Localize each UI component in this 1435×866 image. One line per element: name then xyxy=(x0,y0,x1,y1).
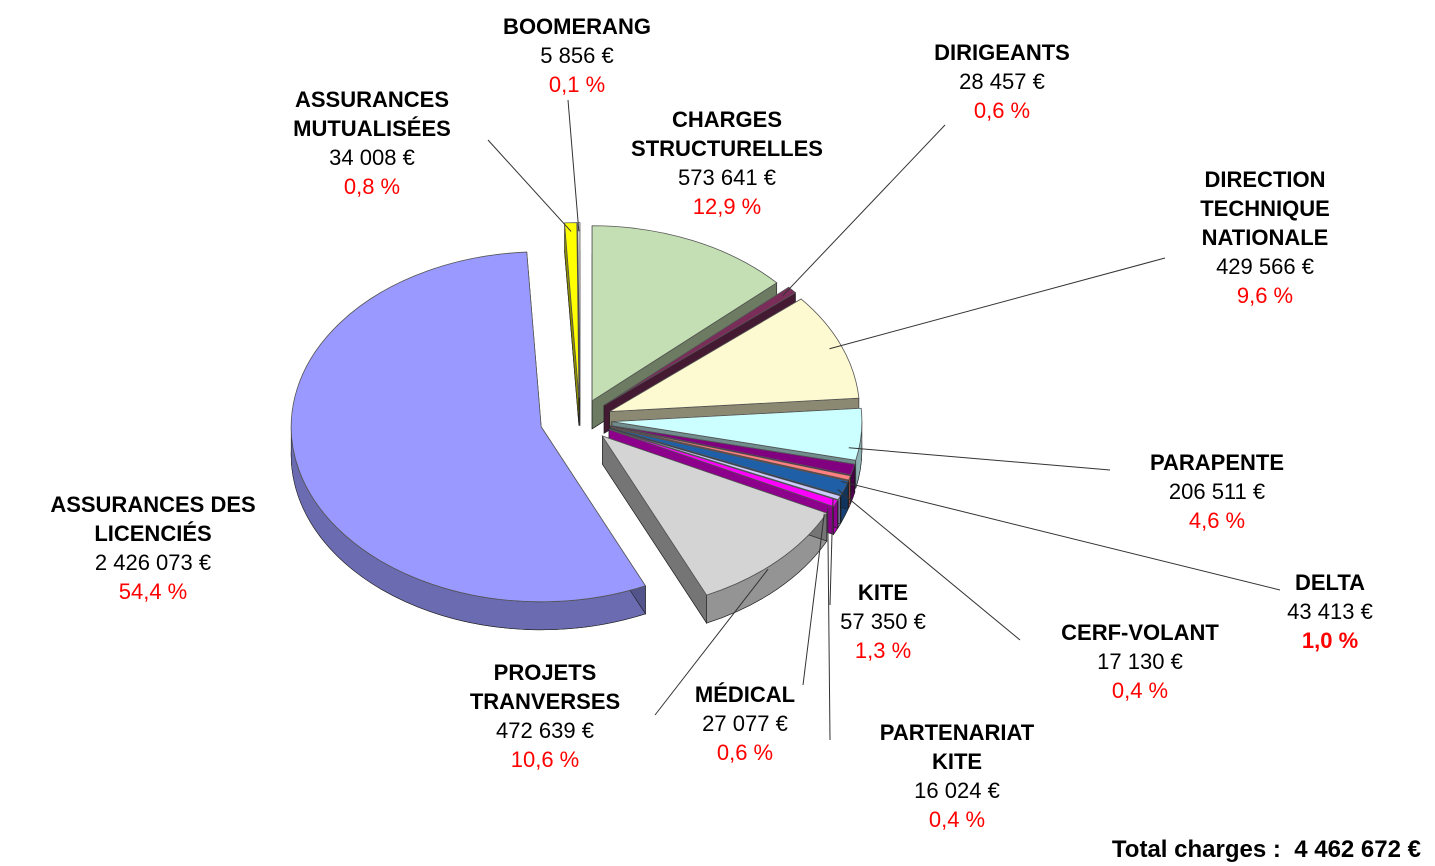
slice xyxy=(609,427,849,496)
value-label: 573 641 € xyxy=(678,165,776,190)
percentage-label: 1,0 % xyxy=(1301,628,1359,653)
slice-label: PROJETS TRANVERSES 472 639 € 10,6 % xyxy=(470,658,620,774)
category-label: BOOMERANG xyxy=(503,14,651,39)
slice-label: DELTA 43 413 € 1,0 % xyxy=(1287,568,1373,655)
total-label: Total charges : xyxy=(1111,836,1281,863)
category-label: KITE xyxy=(857,580,909,605)
category-label: DELTA xyxy=(1294,570,1366,595)
slice xyxy=(610,426,852,481)
value-label: 43 413 € xyxy=(1287,599,1373,624)
slice-label: MÉDICAL 27 077 € 0,6 % xyxy=(695,680,795,767)
slice-label: DIRIGEANTS 28 457 € 0,6 % xyxy=(934,38,1070,125)
category-label: PARTENARIAT KITE xyxy=(879,720,1035,774)
leader-line xyxy=(782,124,946,297)
value-label: 206 511 € xyxy=(1168,479,1266,504)
percentage-label: 1,3 % xyxy=(854,638,912,663)
percentage-label: 0,6 % xyxy=(973,98,1031,123)
value-label: 17 130 € xyxy=(1097,649,1183,674)
percentage-label: 12,9 % xyxy=(692,194,762,219)
slice-label: PARTENARIAT KITE 16 024 € 0,4 % xyxy=(880,718,1034,834)
slice xyxy=(290,251,647,603)
category-label: DIRECTION TECHNIQUE NATIONALE xyxy=(1200,167,1330,250)
percentage-label: 0,6 % xyxy=(716,740,774,765)
slice xyxy=(608,429,839,507)
category-label: CHARGES STRUCTURELLES xyxy=(631,107,823,161)
percentage-label: 0,8 % xyxy=(343,174,401,199)
value-label: 429 566 € xyxy=(1216,254,1314,279)
percentage-label: 4,6 % xyxy=(1188,508,1246,533)
leader-line xyxy=(487,139,572,232)
value-label: 27 077 € xyxy=(702,711,788,736)
leader-line xyxy=(848,447,1111,471)
total: Total charges : 4 462 672 € xyxy=(1112,836,1421,864)
value-label: 34 008 € xyxy=(329,145,415,170)
leader-line xyxy=(802,513,825,686)
slice-label: KITE 57 350 € 1,3 % xyxy=(840,578,926,665)
leader-line xyxy=(827,508,831,741)
slice xyxy=(601,435,828,596)
slice-label: CHARGES STRUCTURELLES 573 641 € 12,9 % xyxy=(631,105,823,221)
value-label: 28 457 € xyxy=(959,69,1045,94)
slice-label: BOOMERANG 5 856 € 0,1 % xyxy=(503,12,651,99)
slice-label: DIRECTION TECHNIQUE NATIONALE 429 566 € 9,… xyxy=(1200,165,1330,310)
slice-label: ASSURANCES DES LICENCIÉS 2 426 073 € 54,4 … xyxy=(50,490,255,606)
slice-label: PARAPENTE 206 511 € 4,6 % xyxy=(1150,448,1284,535)
slice-label: ASSURANCES MUTUALISÉES 34 008 € 0,8 % xyxy=(293,85,451,201)
category-label: PROJETS TRANVERSES xyxy=(469,660,621,714)
value-label: 57 350 € xyxy=(840,609,926,634)
slice xyxy=(610,425,856,476)
leader-line xyxy=(654,568,769,716)
slice xyxy=(603,286,797,406)
percentage-label: 0,4 % xyxy=(1111,678,1169,703)
slice xyxy=(564,222,580,398)
value-label: 5 856 € xyxy=(540,43,614,68)
category-label: DIRIGEANTS xyxy=(934,40,1070,65)
total-value: 4 462 672 € xyxy=(1294,836,1421,863)
percentage-label: 0,1 % xyxy=(548,72,606,97)
leader-line xyxy=(567,99,580,232)
leader-line xyxy=(829,257,1166,350)
category-label: ASSURANCES MUTUALISÉES xyxy=(293,87,451,141)
percentage-label: 0,4 % xyxy=(928,807,986,832)
percentage-label: 10,6 % xyxy=(510,747,580,772)
leader-line xyxy=(837,489,1021,641)
category-label: ASSURANCES DES LICENCIÉS xyxy=(50,492,256,546)
leader-line xyxy=(840,480,1281,591)
percentage-label: 9,6 % xyxy=(1236,283,1294,308)
slice-label: CERF-VOLANT 17 130 € 0,4 % xyxy=(1061,618,1219,705)
leader-line xyxy=(829,499,834,606)
value-label: 472 639 € xyxy=(496,718,594,743)
percentage-label: 54,4 % xyxy=(118,579,188,604)
value-label: 2 426 073 € xyxy=(94,550,212,575)
category-label: PARAPENTE xyxy=(1149,450,1285,475)
category-label: MÉDICAL xyxy=(694,682,796,707)
slice xyxy=(609,428,841,501)
slice xyxy=(591,225,778,402)
category-label: CERF-VOLANT xyxy=(1061,620,1219,645)
value-label: 16 024 € xyxy=(914,778,1000,803)
slice xyxy=(611,407,863,461)
